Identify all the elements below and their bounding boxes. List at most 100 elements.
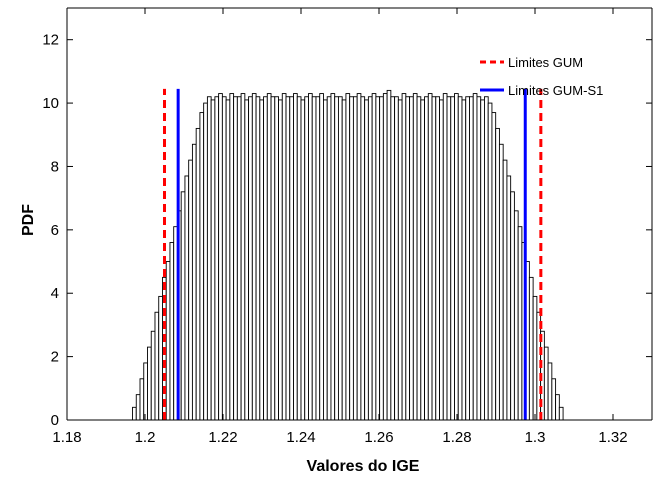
histogram-bar <box>349 96 354 421</box>
histogram-bar <box>532 295 538 421</box>
histogram-bar <box>132 406 137 421</box>
histogram-bar <box>547 362 553 421</box>
histogram-bar <box>255 96 261 421</box>
histogram-bar <box>270 96 276 421</box>
histogram-bar <box>543 346 549 421</box>
histogram-bar <box>206 96 212 421</box>
y-tick-label: 2 <box>51 349 59 366</box>
histogram-bar <box>274 96 279 421</box>
histogram-bar <box>405 96 411 421</box>
histogram-bar <box>495 127 500 421</box>
histogram-bar <box>165 261 171 421</box>
histogram-bar <box>135 394 141 421</box>
histogram-bar <box>397 99 403 421</box>
limit-lines <box>163 88 543 420</box>
x-tick-label: 1.22 <box>208 429 237 446</box>
legend-label: Limites GUM <box>508 55 583 70</box>
histogram-bar <box>446 96 452 421</box>
histogram-bar <box>450 96 455 421</box>
histogram-bar <box>371 93 377 421</box>
x-tick-label: 1.2 <box>135 429 156 446</box>
histogram-bar <box>229 93 235 421</box>
histogram-bar <box>476 96 482 421</box>
histogram-bar <box>416 96 422 421</box>
histogram-bar <box>263 96 268 421</box>
histogram-bar <box>412 93 418 421</box>
x-axis-title: Valores do IGE <box>307 458 420 475</box>
histogram-bar <box>352 96 358 421</box>
histogram-bar <box>517 226 523 421</box>
x-tick-label: 1.26 <box>364 429 393 446</box>
histogram-bar <box>334 96 339 421</box>
histogram-bar <box>210 99 216 421</box>
y-tick-label: 4 <box>51 285 59 302</box>
histogram-bar <box>330 93 336 421</box>
histogram-bar <box>424 96 429 421</box>
y-axis-title: PDF <box>20 204 37 236</box>
histogram-bar <box>480 99 485 421</box>
histogram-bar <box>233 96 238 421</box>
histogram-bar <box>379 96 384 421</box>
histogram-bar <box>311 96 317 421</box>
histogram-bar <box>551 378 557 421</box>
histogram-bar <box>240 93 246 421</box>
histogram-bar <box>143 362 148 421</box>
histogram-bar <box>285 96 291 421</box>
histogram-bar <box>360 96 366 421</box>
histogram-bar <box>420 99 425 421</box>
histogram-bar <box>367 96 373 421</box>
histogram-bar <box>469 96 474 421</box>
histogram-bars <box>132 89 564 421</box>
histogram-bar <box>390 96 396 421</box>
histogram-bar <box>558 406 564 421</box>
histogram-bar <box>401 93 407 421</box>
y-tick-label: 0 <box>51 412 59 429</box>
histogram-bar <box>457 96 463 421</box>
histogram-bar <box>498 143 504 421</box>
histogram-bar <box>364 99 369 421</box>
histogram-bar <box>214 96 220 421</box>
histogram-bar <box>248 96 253 421</box>
histogram-bar <box>472 93 478 421</box>
x-tick-label: 1.18 <box>52 429 81 446</box>
histogram-bar <box>315 96 321 421</box>
histogram-bar <box>225 99 231 421</box>
histogram-bar <box>184 175 190 421</box>
histogram-bar <box>337 96 343 421</box>
histogram-bar <box>188 159 193 421</box>
tick-labels: 1.18 1.2 1.22 1.24 1.26 1.28 1.3 1.32 0 2 4 6 8 10 12 <box>42 32 627 446</box>
histogram-bar <box>356 93 362 421</box>
histogram-bar <box>244 99 250 421</box>
histogram-bar <box>169 242 175 421</box>
histogram-bar <box>491 112 497 421</box>
histogram-bar <box>251 93 257 421</box>
y-tick-label: 6 <box>51 222 59 239</box>
histogram-bar <box>199 112 205 421</box>
histogram-bar <box>236 96 242 421</box>
histogram-bar <box>528 276 534 421</box>
histogram-bar <box>150 330 156 421</box>
histogram-bar <box>278 99 283 421</box>
histogram-bar <box>487 102 493 421</box>
histogram-bar <box>513 210 519 421</box>
histogram-bar <box>195 127 201 421</box>
histogram-bar <box>221 96 227 421</box>
histogram-bar <box>218 93 223 421</box>
histogram-bar <box>427 93 433 421</box>
histogram-bar <box>502 159 508 421</box>
histogram-bar <box>431 96 437 421</box>
histogram-bar <box>326 96 332 421</box>
histogram-bar <box>465 96 470 421</box>
histogram-bar <box>386 89 392 421</box>
histogram-bar <box>461 99 467 421</box>
histogram-bar <box>506 175 512 421</box>
histogram-bar <box>191 143 197 421</box>
histogram-bar <box>319 93 324 421</box>
x-tick-label: 1.3 <box>525 429 546 446</box>
histogram-bar <box>154 311 160 421</box>
x-tick-label: 1.24 <box>286 429 315 446</box>
histogram-bar <box>203 102 208 421</box>
histogram-bar <box>296 96 302 421</box>
histogram-bar <box>158 295 163 421</box>
histogram-bar <box>555 394 560 421</box>
